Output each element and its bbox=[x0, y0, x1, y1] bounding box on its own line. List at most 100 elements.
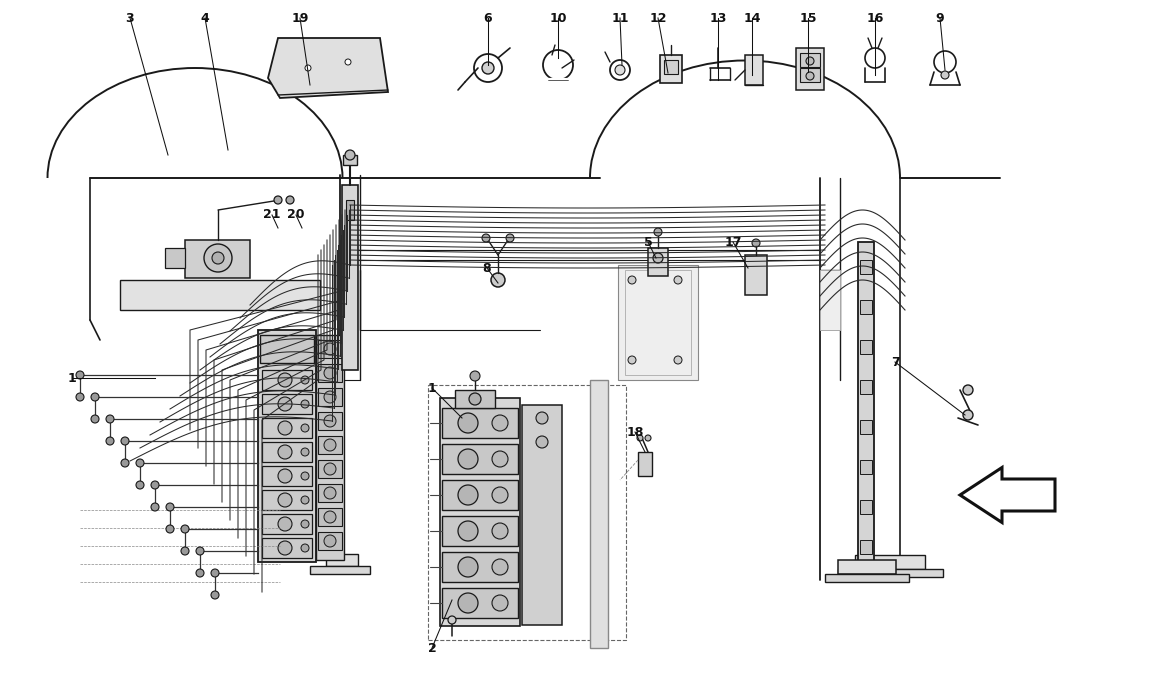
Circle shape bbox=[278, 421, 292, 435]
Circle shape bbox=[458, 413, 478, 433]
Circle shape bbox=[492, 559, 508, 575]
Bar bbox=[262, 394, 312, 414]
Circle shape bbox=[106, 437, 114, 445]
Bar bbox=[522, 405, 562, 625]
Text: 5: 5 bbox=[644, 236, 652, 249]
Bar bbox=[346, 200, 354, 220]
Bar bbox=[796, 48, 825, 90]
Circle shape bbox=[628, 276, 636, 284]
Circle shape bbox=[653, 253, 664, 263]
Bar bbox=[442, 408, 518, 438]
Bar bbox=[310, 566, 370, 574]
Circle shape bbox=[106, 415, 114, 423]
Circle shape bbox=[278, 445, 292, 459]
Bar bbox=[442, 480, 518, 510]
Bar bbox=[260, 335, 314, 363]
Text: 14: 14 bbox=[743, 12, 761, 25]
Circle shape bbox=[345, 150, 355, 160]
Circle shape bbox=[301, 424, 309, 432]
Circle shape bbox=[492, 523, 508, 539]
Circle shape bbox=[212, 252, 224, 264]
Circle shape bbox=[963, 410, 973, 420]
Bar bbox=[262, 466, 312, 486]
Circle shape bbox=[482, 62, 494, 74]
Circle shape bbox=[615, 65, 624, 75]
Bar bbox=[319, 484, 342, 502]
Circle shape bbox=[301, 400, 309, 408]
Bar bbox=[860, 300, 872, 314]
Circle shape bbox=[654, 228, 662, 236]
Polygon shape bbox=[120, 280, 320, 310]
Bar bbox=[800, 53, 820, 67]
Circle shape bbox=[458, 485, 478, 505]
Circle shape bbox=[181, 547, 189, 555]
Bar bbox=[745, 255, 767, 295]
Circle shape bbox=[181, 525, 189, 533]
Circle shape bbox=[458, 557, 478, 577]
Bar bbox=[262, 514, 312, 534]
Text: 8: 8 bbox=[483, 262, 491, 275]
Circle shape bbox=[469, 393, 481, 405]
Circle shape bbox=[274, 196, 282, 204]
Circle shape bbox=[324, 463, 336, 475]
Bar bbox=[860, 260, 872, 274]
Text: 6: 6 bbox=[484, 12, 492, 25]
Circle shape bbox=[210, 569, 218, 577]
Circle shape bbox=[278, 469, 292, 483]
Bar bbox=[316, 335, 344, 560]
Bar bbox=[262, 538, 312, 558]
Text: 2: 2 bbox=[428, 641, 436, 654]
Circle shape bbox=[305, 65, 310, 71]
Circle shape bbox=[492, 451, 508, 467]
Bar bbox=[319, 340, 342, 358]
Circle shape bbox=[91, 415, 99, 423]
Circle shape bbox=[637, 435, 643, 441]
Bar bbox=[860, 500, 872, 514]
Circle shape bbox=[806, 72, 814, 80]
Circle shape bbox=[278, 493, 292, 507]
Bar bbox=[428, 385, 626, 640]
Text: 21: 21 bbox=[263, 208, 281, 221]
Circle shape bbox=[301, 544, 309, 552]
Bar bbox=[319, 388, 342, 406]
Circle shape bbox=[121, 437, 129, 445]
Bar bbox=[860, 460, 872, 474]
Text: 20: 20 bbox=[288, 208, 305, 221]
Bar bbox=[825, 574, 908, 582]
Circle shape bbox=[645, 435, 651, 441]
Bar bbox=[647, 248, 668, 276]
Circle shape bbox=[491, 273, 505, 287]
Bar bbox=[319, 508, 342, 526]
Bar bbox=[442, 444, 518, 474]
Circle shape bbox=[278, 397, 292, 411]
Circle shape bbox=[324, 511, 336, 523]
Text: 17: 17 bbox=[724, 236, 742, 249]
Circle shape bbox=[324, 415, 336, 427]
Text: 18: 18 bbox=[627, 426, 644, 438]
Circle shape bbox=[91, 393, 99, 401]
Circle shape bbox=[806, 57, 814, 65]
Circle shape bbox=[674, 356, 682, 364]
Bar bbox=[638, 452, 652, 476]
Text: 10: 10 bbox=[550, 12, 567, 25]
Circle shape bbox=[76, 393, 84, 401]
Bar bbox=[860, 420, 872, 434]
Bar bbox=[860, 540, 872, 554]
Text: 15: 15 bbox=[799, 12, 816, 25]
Bar bbox=[258, 330, 316, 562]
Text: 9: 9 bbox=[936, 12, 944, 25]
Circle shape bbox=[536, 436, 549, 448]
Circle shape bbox=[324, 439, 336, 451]
Bar bbox=[262, 418, 312, 438]
Bar bbox=[838, 560, 896, 574]
Text: 3: 3 bbox=[125, 12, 135, 25]
Circle shape bbox=[963, 385, 973, 395]
Text: 1: 1 bbox=[68, 372, 76, 385]
Circle shape bbox=[674, 276, 682, 284]
Bar bbox=[664, 60, 678, 74]
Bar bbox=[319, 436, 342, 454]
Bar bbox=[860, 340, 872, 354]
Bar bbox=[442, 516, 518, 546]
Circle shape bbox=[151, 503, 159, 511]
Circle shape bbox=[492, 487, 508, 503]
